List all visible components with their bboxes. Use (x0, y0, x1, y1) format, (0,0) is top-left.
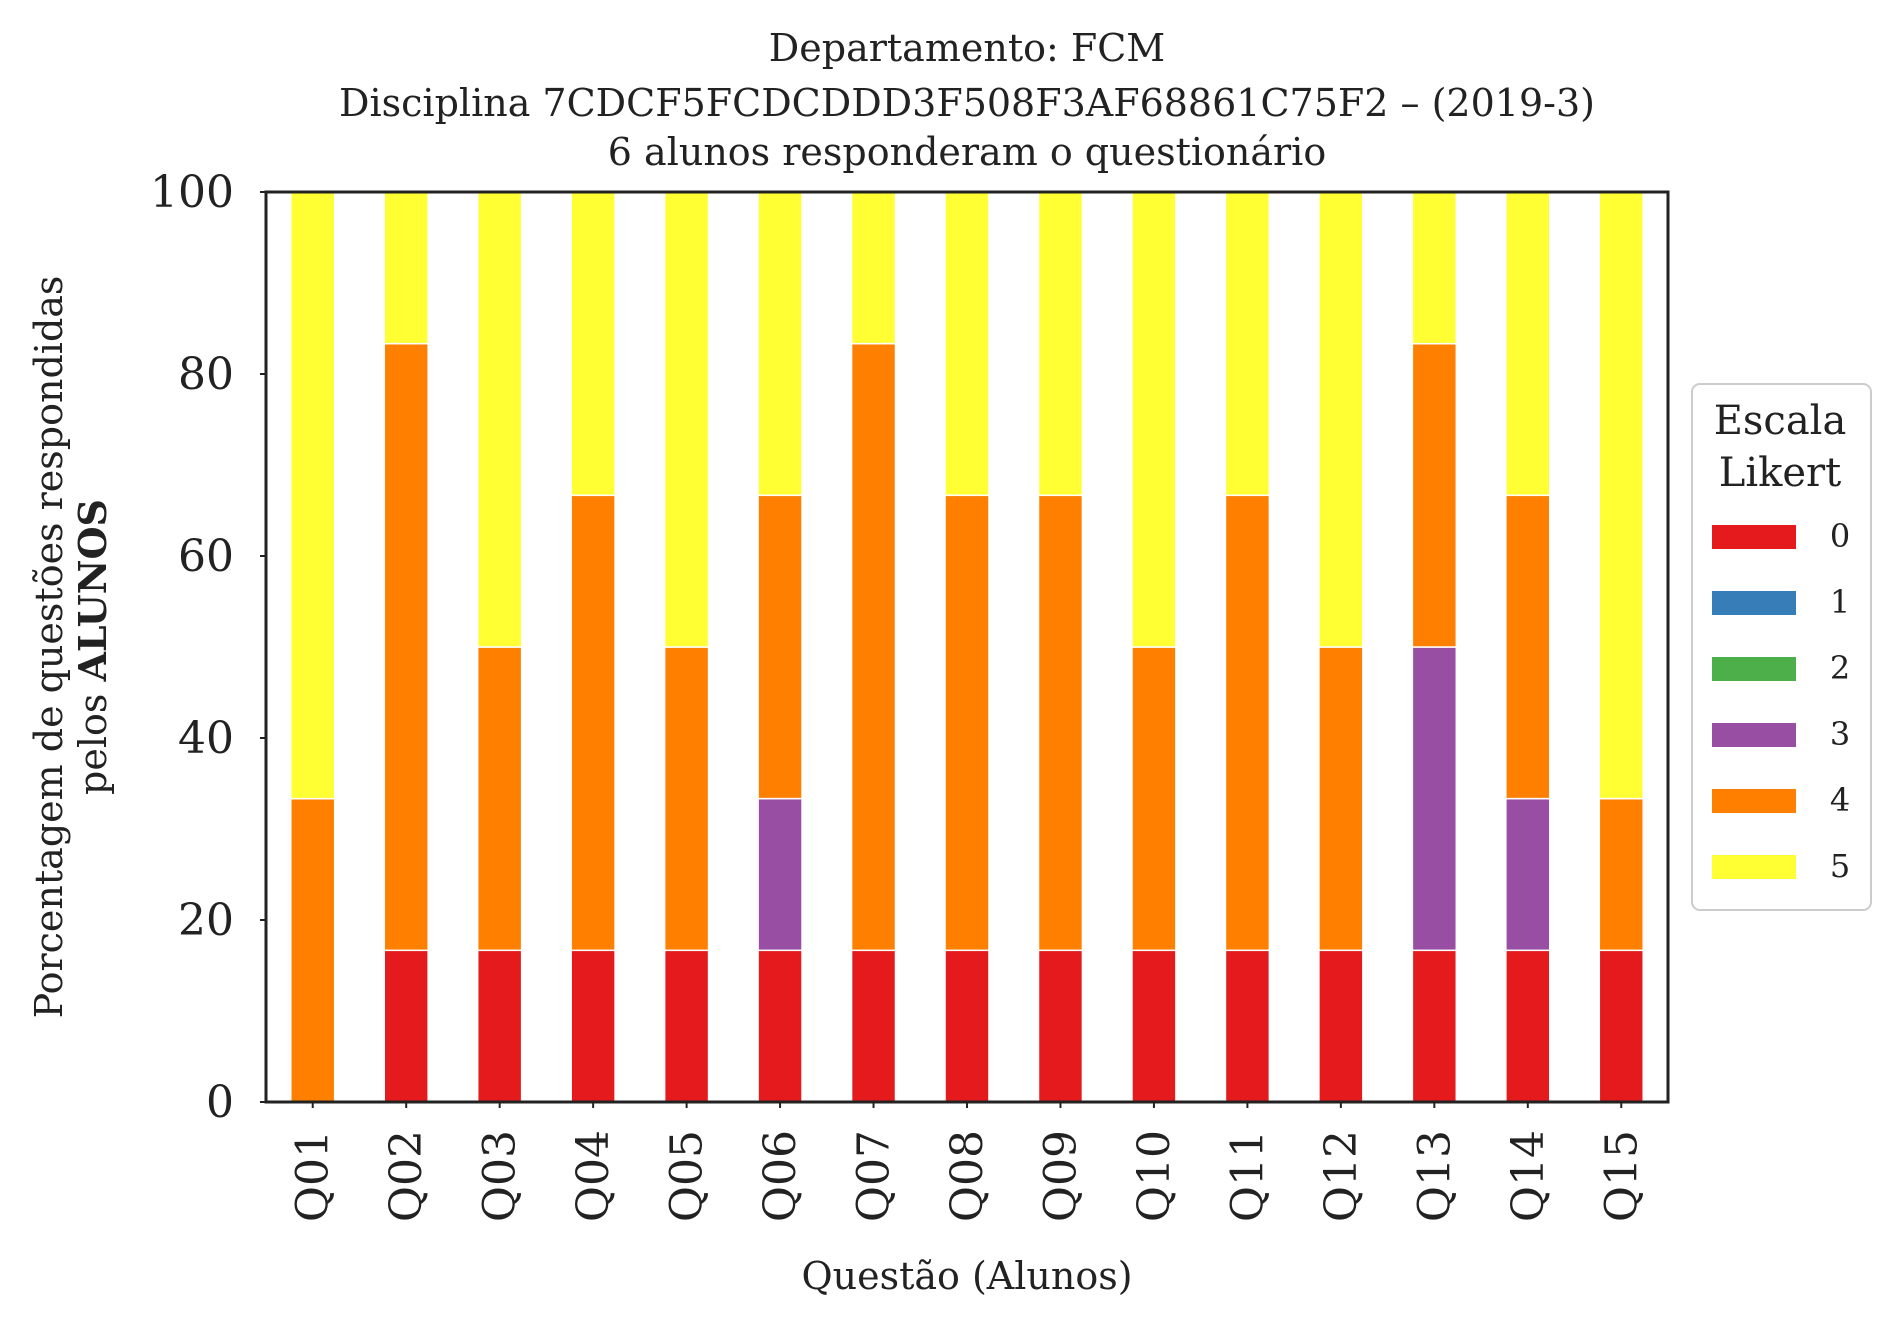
x-tick-label-Q05: Q05 (662, 1130, 713, 1222)
legend-swatch-3 (1712, 723, 1796, 747)
legend-label-3: 3 (1830, 715, 1850, 753)
x-tick-label-Q12: Q12 (1316, 1130, 1367, 1222)
y-axis-label-line-1: Porcentagem de questões respondidas (27, 276, 71, 1019)
y-axis-ticks: 0 20 40 60 80 100 (150, 167, 266, 1128)
bar-Q08-likert-5 (944, 191, 990, 497)
title-line-2: Disciplina 7CDCF5FCDCDDD3F508F3AF68861C7… (339, 81, 1595, 125)
legend-swatch-4 (1712, 789, 1796, 813)
y-tick-label: 60 (178, 531, 234, 582)
bar-Q12-likert-0 (1318, 949, 1364, 1103)
bar-Q04-likert-0 (570, 949, 616, 1103)
legend-label-4: 4 (1830, 781, 1850, 819)
bar-Q12-likert-4 (1318, 646, 1364, 952)
bar-Q03-likert-4 (476, 646, 523, 952)
legend-swatch-1 (1712, 591, 1796, 615)
y-tick-label: 40 (178, 713, 234, 764)
bar-Q07-likert-5 (850, 191, 897, 345)
legend: Escala Likert 0 1 2 3 4 5 (1691, 383, 1872, 911)
x-tick-label-Q15: Q15 (1596, 1130, 1647, 1222)
y-axis-label: Porcentagem de questões respondidas pelo… (27, 276, 115, 1019)
bar-Q07-likert-4 (850, 342, 897, 952)
legend-label-0: 0 (1830, 517, 1850, 555)
bars-group (290, 191, 1644, 1103)
bar-Q05-likert-4 (663, 646, 710, 952)
bar-Q11-likert-5 (1224, 191, 1271, 497)
y-tick-label: 80 (178, 349, 234, 400)
bar-Q13-likert-4 (1411, 342, 1458, 648)
y-tick-label: 100 (150, 167, 234, 218)
bar-Q07-likert-0 (850, 949, 897, 1103)
bar-Q05-likert-5 (663, 191, 710, 648)
bar-Q11-likert-0 (1224, 949, 1271, 1103)
bar-Q08-likert-0 (944, 949, 990, 1103)
bar-Q15-likert-5 (1598, 191, 1644, 800)
chart-title: Departamento: FCM Disciplina 7CDCF5FCDCD… (339, 26, 1595, 174)
legend-label-2: 2 (1830, 649, 1850, 687)
bar-Q09-likert-4 (1037, 494, 1084, 952)
bar-Q06-likert-4 (757, 494, 803, 800)
bar-Q06-likert-0 (757, 949, 803, 1103)
bar-Q12-likert-5 (1318, 191, 1364, 648)
bar-Q04-likert-4 (570, 494, 616, 952)
bar-Q06-likert-3 (757, 797, 803, 952)
title-line-3: 6 alunos responderam o questionário (608, 130, 1326, 174)
x-axis-label: Questão (Alunos) (801, 1254, 1132, 1298)
y-axis-label-bold: ALUNOS (70, 499, 115, 683)
x-tick-label-Q01: Q01 (288, 1130, 339, 1222)
bar-Q01-likert-5 (290, 191, 336, 800)
bar-Q09-likert-5 (1037, 191, 1084, 497)
title-line-1: Departamento: FCM (769, 26, 1165, 70)
legend-label-5: 5 (1830, 847, 1850, 885)
y-tick-label: 20 (178, 895, 234, 946)
bar-Q03-likert-5 (476, 191, 523, 648)
bar-Q06-likert-5 (757, 191, 803, 497)
x-tick-label-Q08: Q08 (942, 1130, 993, 1222)
y-tick-label: 0 (206, 1077, 234, 1128)
legend-swatch-2 (1712, 657, 1796, 681)
bar-Q05-likert-0 (663, 949, 710, 1103)
bar-Q11-likert-4 (1224, 494, 1271, 952)
legend-box (1691, 383, 1872, 911)
bar-Q14-likert-0 (1505, 949, 1551, 1103)
bar-Q14-likert-3 (1505, 797, 1551, 952)
x-tick-label-Q04: Q04 (568, 1130, 619, 1222)
legend-title-line-1: Escala (1714, 398, 1847, 444)
legend-label-1: 1 (1830, 583, 1850, 621)
bar-Q14-likert-4 (1505, 494, 1551, 800)
bar-Q13-likert-0 (1411, 949, 1458, 1103)
x-tick-label-Q03: Q03 (475, 1130, 526, 1222)
x-tick-label-Q06: Q06 (755, 1130, 806, 1222)
x-tick-label-Q02: Q02 (381, 1130, 432, 1222)
bar-Q15-likert-4 (1598, 797, 1644, 952)
legend-swatch-5 (1712, 855, 1796, 879)
bar-Q14-likert-5 (1505, 191, 1551, 497)
x-tick-label-Q07: Q07 (849, 1130, 900, 1222)
bar-Q15-likert-0 (1598, 949, 1644, 1103)
bar-Q09-likert-0 (1037, 949, 1084, 1103)
y-axis-label-line-2: pelos ALUNOS (70, 499, 115, 795)
bar-Q13-likert-5 (1411, 191, 1458, 345)
y-axis-label-prefix: pelos (71, 682, 115, 795)
legend-title-line-2: Likert (1719, 450, 1841, 496)
bar-Q02-likert-0 (383, 949, 429, 1103)
x-tick-label-Q10: Q10 (1129, 1130, 1180, 1222)
bar-Q04-likert-5 (570, 191, 616, 497)
x-tick-label-Q13: Q13 (1409, 1130, 1460, 1222)
bar-Q10-likert-0 (1131, 949, 1177, 1103)
legend-items: 0 1 2 3 4 5 (1712, 517, 1850, 885)
bar-Q10-likert-5 (1131, 191, 1177, 648)
bar-Q13-likert-3 (1411, 646, 1458, 952)
bar-Q02-likert-4 (383, 342, 429, 952)
bar-Q03-likert-0 (476, 949, 523, 1103)
x-axis-ticks: Q01 Q02 Q03 Q04 Q05 Q06 Q07 Q08 Q09 Q10 Q11 Q12 Q13 Q… (288, 1102, 1647, 1222)
x-tick-label-Q09: Q09 (1035, 1130, 1086, 1222)
bar-Q01-likert-4 (290, 797, 336, 1103)
bar-Q02-likert-5 (383, 191, 429, 345)
bar-Q08-likert-4 (944, 494, 990, 952)
bar-Q10-likert-4 (1131, 646, 1177, 952)
x-tick-label-Q11: Q11 (1222, 1130, 1273, 1222)
legend-swatch-0 (1712, 525, 1796, 549)
x-tick-label-Q14: Q14 (1503, 1130, 1554, 1222)
